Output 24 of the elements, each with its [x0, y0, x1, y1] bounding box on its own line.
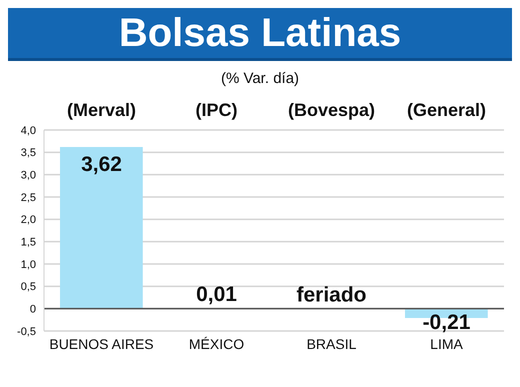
text: (Merval)	[66, 100, 138, 121]
data-label: -0,21	[422, 311, 471, 334]
y-tick-label: 0,5	[20, 281, 36, 294]
x-tick-label: BRASIL	[306, 336, 357, 352]
x-tick-label: LIMA	[430, 336, 464, 352]
y-tick-label: 3,5	[20, 147, 36, 160]
chart-title: Bolsas Latinas	[8, 8, 512, 58]
x-tick-label: MÉXICO	[188, 336, 244, 352]
data-label: 3,62	[81, 152, 122, 176]
chart-subtitle: (% Var. día)	[220, 70, 300, 87]
y-tick-label: 1,0	[20, 258, 36, 271]
y-tick-label: 2,0	[20, 214, 36, 226]
y-tick-label: 0	[30, 304, 36, 316]
text: feriado	[296, 284, 367, 307]
text: (Bovespa)	[286, 100, 376, 121]
text: (General)	[406, 100, 488, 121]
data-label: 0,01	[196, 283, 238, 306]
y-tick-label: 2,5	[20, 192, 36, 204]
y-tick-label: 3,0	[20, 170, 36, 182]
y-tick-label: 1,5	[20, 236, 36, 249]
y-tick-label: 4,0	[20, 124, 36, 137]
text: (IPC)	[194, 100, 238, 121]
y-tick-label: -0,5	[17, 326, 36, 338]
x-tick-label: BUENOS AIRES	[49, 336, 154, 352]
